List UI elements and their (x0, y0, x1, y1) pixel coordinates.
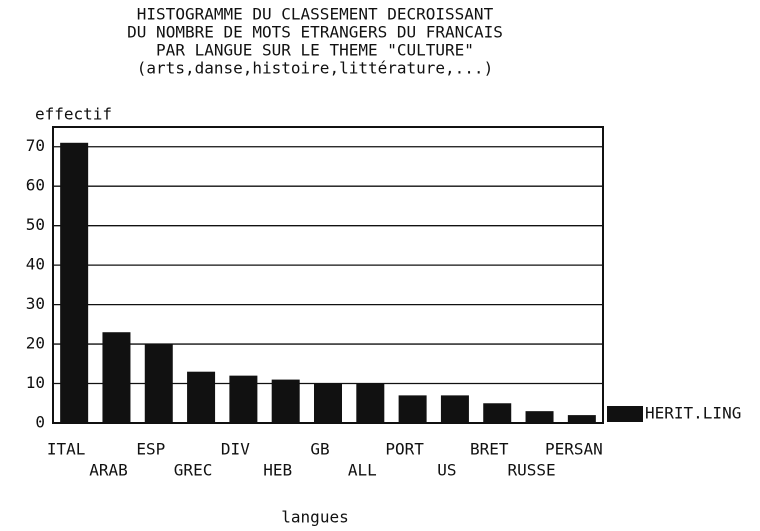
x-axis-label: langues (281, 508, 348, 527)
x-tick-label: ARAB (89, 461, 128, 480)
bar (60, 142, 89, 423)
bar (525, 411, 554, 423)
x-tick-label: BRET (470, 440, 509, 459)
x-tick-label: HEB (263, 461, 292, 480)
y-tick-label: 40 (26, 255, 45, 274)
y-tick-label: 50 (26, 215, 45, 234)
y-tick-label: 20 (26, 334, 45, 353)
bar (229, 375, 258, 423)
legend-swatch (607, 406, 643, 422)
x-tick-label: PORT (385, 440, 424, 459)
x-tick-label: US (437, 461, 456, 480)
x-tick-label: PERSAN (545, 440, 603, 459)
bar (483, 403, 512, 423)
chart-title: DU NOMBRE DE MOTS ETRANGERS DU FRANCAIS (127, 23, 503, 42)
plot-frame (52, 126, 604, 424)
bar (187, 371, 216, 423)
bar (356, 383, 385, 423)
x-tick-label: ESP (136, 440, 165, 459)
y-tick-label: 70 (26, 136, 45, 155)
bar (144, 344, 173, 423)
bar (440, 395, 469, 423)
x-tick-label: ITAL (47, 440, 86, 459)
y-tick-label: 0 (35, 413, 45, 432)
x-tick-label: GREC (174, 461, 213, 480)
x-tick-label: RUSSE (507, 461, 555, 480)
bar (271, 379, 300, 423)
y-tick-label: 10 (26, 373, 45, 392)
chart-title: (arts,danse,histoire,littérature,...) (137, 59, 493, 78)
chart-title: PAR LANGUE SUR LE THEME "CULTURE" (156, 41, 474, 60)
x-tick-label: DIV (221, 440, 250, 459)
bar (567, 415, 596, 423)
bar (398, 395, 427, 423)
chart-title: HISTOGRAMME DU CLASSEMENT DECROISSANT (137, 5, 494, 24)
y-tick-label: 60 (26, 176, 45, 195)
bar (102, 332, 131, 423)
x-tick-label: ALL (348, 461, 377, 480)
x-tick-label: GB (310, 440, 329, 459)
bar (314, 383, 342, 423)
y-tick-label: 30 (26, 294, 45, 313)
legend-label: HERIT.LING (645, 404, 741, 423)
y-axis-label: effectif (35, 105, 112, 124)
